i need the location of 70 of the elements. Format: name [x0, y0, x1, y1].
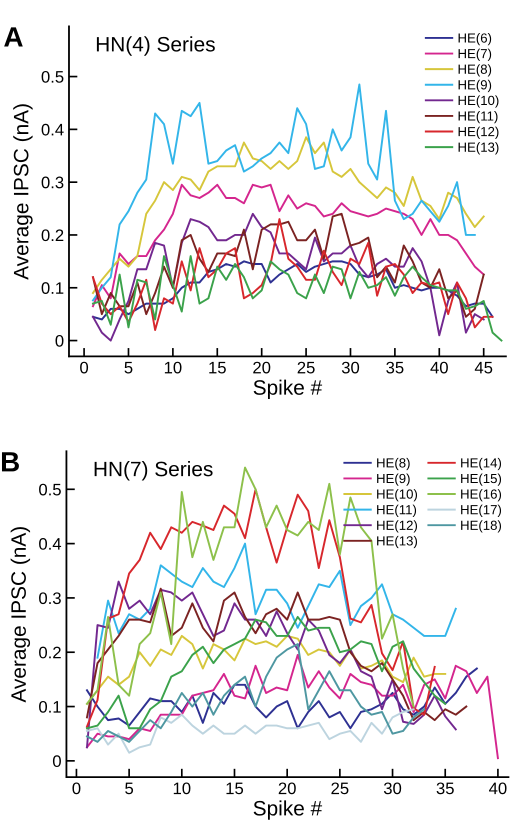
legend-label: HE(9)	[458, 80, 492, 92]
line-series	[92, 255, 502, 342]
x-tick-label: 35	[386, 362, 404, 374]
y-tick-label: 0.5	[39, 484, 61, 496]
y-tick-label: 0.2	[39, 646, 61, 658]
x-tick-label: 30	[384, 782, 402, 794]
x-tick-label: 25	[298, 362, 315, 374]
line-series	[86, 616, 446, 730]
chart-title: A	[4, 27, 23, 47]
y-tick-label: 0.4	[39, 538, 62, 550]
x-tick-label: 30	[342, 362, 360, 374]
legend-label: HE(10)	[458, 95, 498, 108]
x-tick-label: 45	[474, 362, 492, 374]
x-tick-label: 35	[436, 782, 454, 794]
line-series	[86, 580, 457, 748]
legend-label: HE(8)	[458, 64, 492, 76]
legend-label: HE(10)	[377, 489, 418, 502]
line-series	[86, 708, 415, 754]
x-tick-label: 40	[430, 362, 448, 374]
legend-label: HE(7)	[458, 48, 492, 61]
y-tick-label: 0.3	[42, 176, 64, 188]
legend-label: HE(9)	[377, 473, 410, 486]
x-tick-label: 15	[209, 362, 226, 374]
x-tick-label: 10	[174, 782, 190, 794]
legend-label: HE(11)	[377, 504, 416, 517]
x-tick-label: 10	[164, 362, 182, 374]
chart-subtitle: HN(4) Series	[96, 36, 215, 56]
legend-label: HE(18)	[461, 520, 502, 533]
x-tick-label: 20	[278, 782, 296, 794]
legend-label: HE(13)	[458, 142, 498, 154]
line-series	[86, 488, 436, 728]
y-tick-label: 0.3	[39, 592, 61, 604]
legend-label: HE(16)	[461, 489, 502, 502]
line-series	[92, 212, 485, 318]
line-series	[92, 184, 485, 308]
x-tick-label: 5	[124, 362, 132, 374]
legend-label: HE(13)	[377, 536, 418, 548]
y-tick-label: 0.5	[42, 70, 64, 83]
legend-label: HE(6)	[458, 32, 492, 46]
x-axis-title: Spike #	[254, 800, 322, 820]
y-tick-label: 0.2	[42, 229, 64, 242]
line-series	[86, 654, 499, 760]
x-tick-label: 5	[125, 782, 134, 794]
legend-label: HE(17)	[461, 504, 502, 517]
legend-label: HE(15)	[461, 473, 502, 486]
chart-subtitle: HN(7) Series	[94, 461, 213, 480]
x-tick-label: 20	[253, 362, 270, 374]
line-series	[86, 588, 468, 722]
chart-title: B	[2, 452, 19, 472]
y-tick-label: 0	[56, 334, 64, 347]
y-tick-label: 0.1	[39, 700, 61, 713]
x-axis-title: Spike #	[254, 380, 322, 399]
line-series	[86, 668, 478, 730]
y-tick-label: 0	[52, 755, 61, 768]
line-series	[86, 643, 426, 743]
x-tick-label: 0	[80, 362, 88, 374]
y-axis-title: Average IPSC (nA)	[10, 527, 30, 703]
legend-label: HE(11)	[458, 110, 498, 124]
x-tick-label: 25	[331, 782, 348, 794]
x-tick-label: 15	[226, 782, 244, 794]
y-axis-title: Average IPSC (nA)	[13, 104, 33, 280]
legend-label: HE(8)	[377, 458, 410, 470]
legend-label: HE(12)	[458, 126, 498, 139]
legend-label: HE(14)	[461, 458, 502, 470]
x-tick-label: 0	[72, 782, 80, 794]
line-series	[92, 260, 494, 320]
legend-label: HE(12)	[377, 520, 418, 533]
x-tick-label: 40	[489, 782, 507, 794]
y-tick-label: 0.1	[42, 282, 64, 294]
y-tick-label: 0.4	[42, 124, 64, 136]
